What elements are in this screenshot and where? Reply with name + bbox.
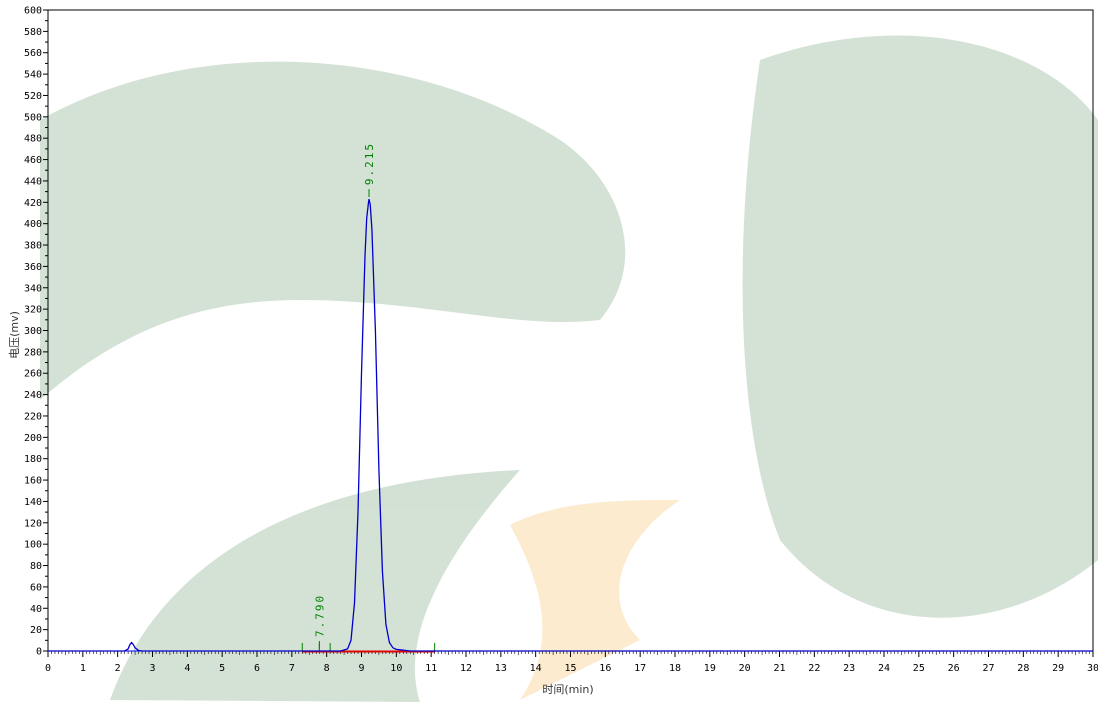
y-tick-label: 100 [24, 540, 42, 551]
x-tick-label: 21 [773, 663, 785, 674]
y-tick-label: 240 [24, 390, 42, 401]
x-tick-label: 23 [843, 663, 855, 674]
y-tick-label: 140 [24, 497, 42, 508]
x-tick-label: 4 [184, 663, 190, 674]
x-tick-label: 26 [948, 663, 960, 674]
watermark-logo [40, 35, 1098, 702]
y-tick-label: 180 [24, 454, 42, 465]
y-tick-label: 500 [24, 112, 42, 123]
y-tick-label: 460 [24, 155, 42, 166]
y-tick-label: 340 [24, 283, 42, 294]
x-tick-label: 11 [425, 663, 437, 674]
peak-label: 7.790 [313, 594, 326, 637]
x-tick-label: 24 [878, 663, 890, 674]
y-tick-label: 200 [24, 433, 42, 444]
y-tick-label: 540 [24, 70, 42, 81]
x-tick-label: 25 [913, 663, 925, 674]
x-tick-label: 9 [358, 663, 364, 674]
y-tick-label: 160 [24, 476, 42, 487]
y-tick-label: 280 [24, 347, 42, 358]
y-tick-label: 80 [30, 561, 42, 572]
y-tick-label: 220 [24, 411, 42, 422]
x-tick-label: 18 [669, 663, 681, 674]
x-axis-title: 时间(min) [542, 683, 593, 696]
x-tick-label: 17 [634, 663, 646, 674]
x-tick-label: 12 [460, 663, 472, 674]
y-tick-label: 520 [24, 91, 42, 102]
y-tick-label: 440 [24, 176, 42, 187]
x-tick-label: 30 [1087, 663, 1098, 674]
x-tick-label: 0 [45, 663, 51, 674]
x-tick-label: 22 [808, 663, 820, 674]
y-tick-label: 0 [36, 647, 42, 658]
y-tick-label: 560 [24, 48, 42, 59]
y-tick-label: 580 [24, 27, 42, 38]
y-tick-label: 300 [24, 326, 42, 337]
y-tick-label: 420 [24, 198, 42, 209]
x-tick-label: 5 [219, 663, 225, 674]
y-tick-label: 260 [24, 369, 42, 380]
peak-label: 9.215 [363, 142, 376, 185]
x-tick-label: 27 [982, 663, 994, 674]
x-tick-label: 2 [115, 663, 121, 674]
y-tick-label: 380 [24, 241, 42, 252]
y-tick-label: 320 [24, 305, 42, 316]
y-tick-label: 600 [24, 6, 42, 17]
y-tick-label: 40 [30, 604, 42, 615]
y-axis-title: 电压(mv) [8, 311, 21, 359]
x-tick-label: 14 [530, 663, 542, 674]
x-tick-label: 28 [1017, 663, 1029, 674]
x-tick-label: 29 [1052, 663, 1064, 674]
x-tick-label: 13 [495, 663, 507, 674]
x-tick-label: 6 [254, 663, 260, 674]
x-tick-label: 7 [289, 663, 295, 674]
y-tick-label: 400 [24, 219, 42, 230]
x-tick-label: 1 [80, 663, 86, 674]
y-tick-label: 480 [24, 134, 42, 145]
x-tick-label: 10 [390, 663, 402, 674]
x-tick-label: 15 [564, 663, 576, 674]
x-tick-label: 3 [149, 663, 155, 674]
y-tick-label: 360 [24, 262, 42, 273]
y-tick-label: 20 [30, 625, 42, 636]
x-tick-label: 19 [704, 663, 716, 674]
y-tick-label: 60 [30, 582, 42, 593]
y-tick-label: 120 [24, 518, 42, 529]
x-tick-label: 16 [599, 663, 611, 674]
x-tick-label: 20 [739, 663, 751, 674]
chromatogram-trace [48, 198, 1093, 652]
x-tick-label: 8 [324, 663, 330, 674]
plot-marks: 7.790 9.215 [48, 142, 1093, 653]
